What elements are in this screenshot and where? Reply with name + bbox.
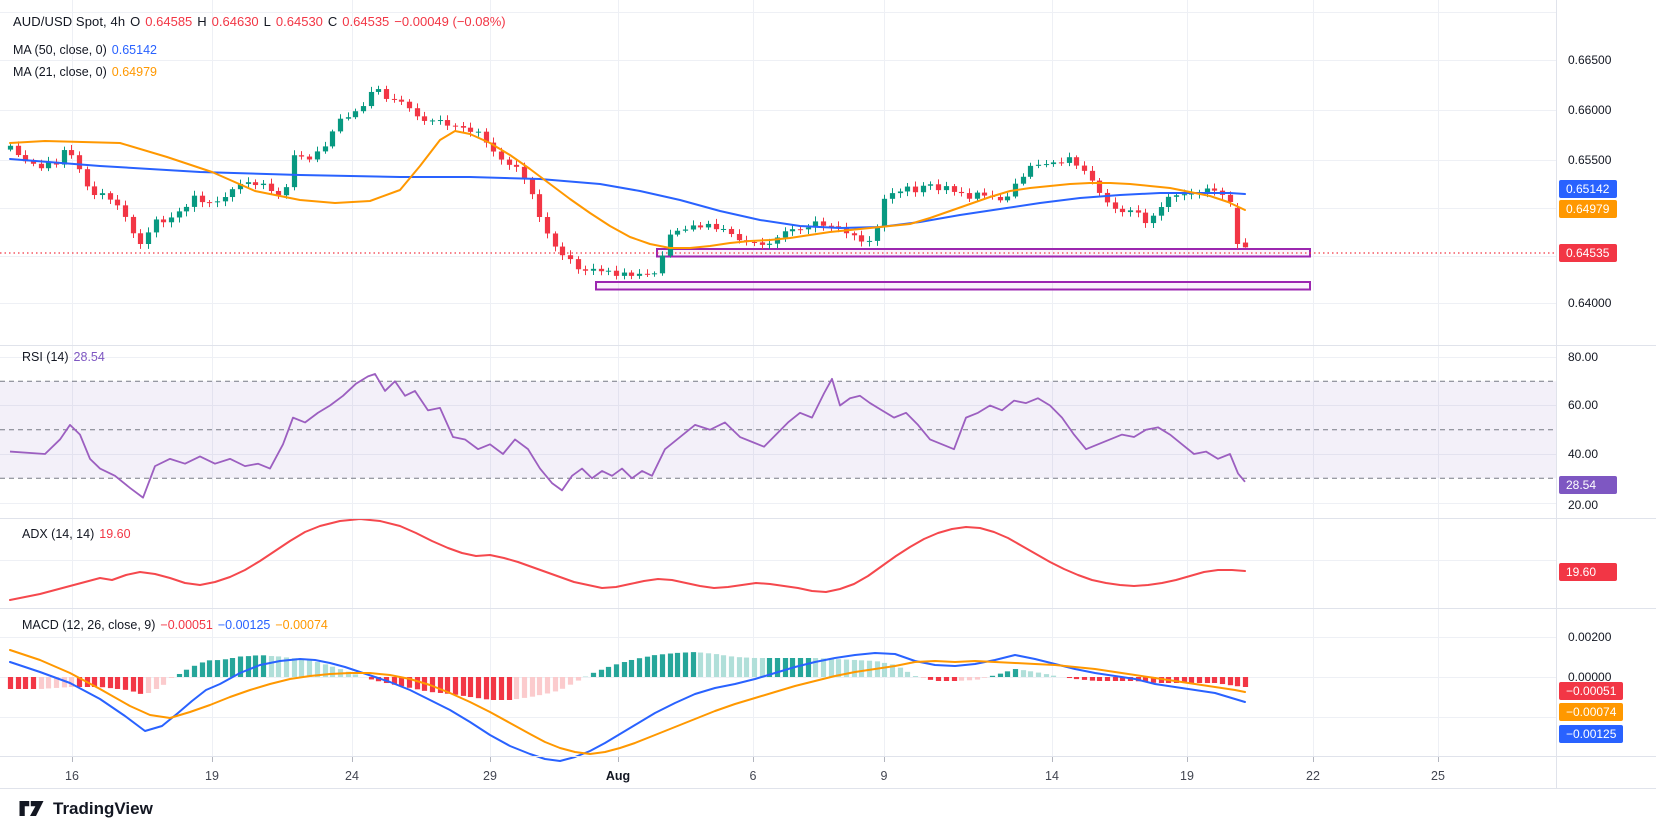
low-value: 0.64530 bbox=[275, 14, 323, 29]
price-axis-badge: −0.00125 bbox=[1559, 725, 1624, 743]
price-axis-badge: 19.60 bbox=[1559, 563, 1617, 581]
tradingview-logo[interactable]: TradingView bbox=[18, 797, 153, 820]
high-label: H bbox=[197, 14, 207, 29]
price-tick-label: 0.64000 bbox=[1568, 296, 1612, 310]
price-tick-label: 80.00 bbox=[1568, 350, 1599, 364]
high-value: 0.64630 bbox=[211, 14, 259, 29]
low-label: L bbox=[263, 14, 271, 29]
price-axis-badge: −0.00051 bbox=[1559, 682, 1624, 700]
time-axis-label: 14 bbox=[1045, 769, 1059, 783]
close-label: C bbox=[327, 14, 338, 29]
adx-label: ADX (14, 14) bbox=[22, 527, 95, 541]
time-axis-label: Aug bbox=[605, 769, 631, 783]
time-axis-label: 19 bbox=[205, 769, 219, 783]
price-axis-badge: −0.00074 bbox=[1559, 703, 1624, 721]
price-tick-label: 0.66000 bbox=[1568, 103, 1612, 117]
macd-legend[interactable]: MACD (12, 26, close, 9) −0.00051 −0.0012… bbox=[22, 618, 328, 632]
ma21-label: MA (21, close, 0) bbox=[13, 65, 107, 79]
rsi-value: 28.54 bbox=[73, 350, 105, 364]
open-label: O bbox=[130, 14, 141, 29]
close-value: 0.64535 bbox=[342, 14, 390, 29]
price-tick-label: 0.00000 bbox=[1568, 670, 1612, 684]
time-axis-label: 29 bbox=[483, 769, 497, 783]
price-axis-badge: 28.54 bbox=[1559, 476, 1617, 494]
change-value: −0.00049 (−0.08%) bbox=[394, 14, 506, 29]
macd-line-value: −0.00125 bbox=[217, 618, 271, 632]
price-tick-label: 40.00 bbox=[1568, 447, 1599, 461]
time-axis[interactable] bbox=[0, 757, 1656, 788]
ma50-value: 0.65142 bbox=[111, 43, 157, 57]
ma50-legend[interactable]: MA (50, close, 0) 0.65142 bbox=[13, 43, 157, 57]
macd-signal-value: −0.00074 bbox=[275, 618, 328, 632]
time-axis-label: 25 bbox=[1431, 769, 1445, 783]
time-axis-label: 6 bbox=[749, 769, 757, 783]
symbol-title: AUD/USD Spot, 4h bbox=[13, 14, 126, 29]
adx-value: 19.60 bbox=[99, 527, 131, 541]
ma21-value: 0.64979 bbox=[111, 65, 157, 79]
ma21-legend[interactable]: MA (21, close, 0) 0.64979 bbox=[13, 65, 157, 79]
rsi-label: RSI (14) bbox=[22, 350, 69, 364]
time-axis-label: 24 bbox=[345, 769, 359, 783]
time-axis-label: 19 bbox=[1180, 769, 1194, 783]
time-axis-label: 9 bbox=[880, 769, 888, 783]
open-value: 0.64585 bbox=[145, 14, 193, 29]
tradingview-logo-text: TradingView bbox=[53, 798, 153, 818]
main-legend[interactable]: AUD/USD Spot, 4h O 0.64585 H 0.64630 L 0… bbox=[13, 14, 506, 29]
ma50-label: MA (50, close, 0) bbox=[13, 43, 107, 57]
price-axis-badge: 0.64535 bbox=[1559, 244, 1617, 262]
time-axis-label: 16 bbox=[65, 769, 79, 783]
price-tick-label: 20.00 bbox=[1568, 498, 1599, 512]
chart-canvas[interactable] bbox=[0, 0, 1656, 790]
time-axis-label: 22 bbox=[1306, 769, 1320, 783]
tradingview-logo-icon bbox=[19, 801, 44, 816]
price-tick-label: 0.65500 bbox=[1568, 153, 1612, 167]
rsi-legend[interactable]: RSI (14) 28.54 bbox=[22, 350, 105, 364]
price-tick-label: 0.00200 bbox=[1568, 630, 1612, 644]
adx-legend[interactable]: ADX (14, 14) 19.60 bbox=[22, 527, 131, 541]
price-axis-badge: 0.64979 bbox=[1559, 200, 1617, 218]
macd-hist-value: −0.00051 bbox=[160, 618, 213, 632]
macd-label: MACD (12, 26, close, 9) bbox=[22, 618, 156, 632]
price-tick-label: 0.66500 bbox=[1568, 53, 1612, 67]
price-axis-badge: 0.65142 bbox=[1559, 180, 1617, 198]
price-tick-label: 60.00 bbox=[1568, 398, 1599, 412]
